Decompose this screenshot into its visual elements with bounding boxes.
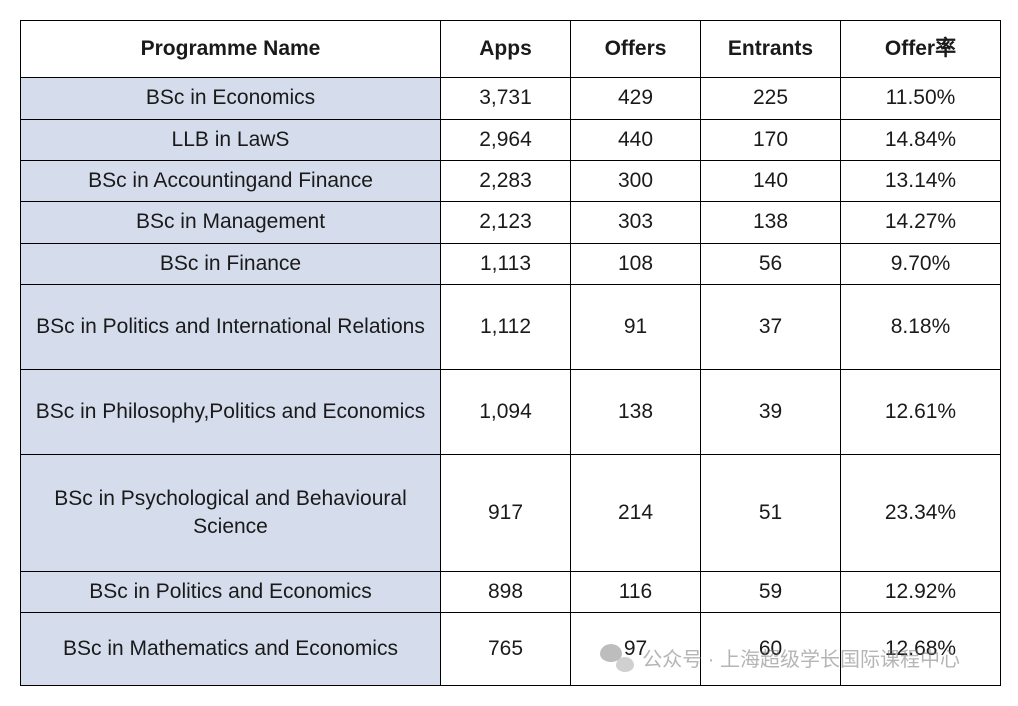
cell-offerrate: 12.92%: [841, 572, 1001, 613]
cell-entrants: 60: [701, 613, 841, 686]
table-row: BSc in Psychological and Behavioural Sci…: [21, 455, 1001, 572]
col-header-entrants: Entrants: [701, 21, 841, 78]
cell-offers: 214: [571, 455, 701, 572]
cell-programme: BSc in Politics and Economics: [21, 572, 441, 613]
table-row: BSc in Mathematics and Economics76597601…: [21, 613, 1001, 686]
table-row: BSc in Accountingand Finance2,2833001401…: [21, 161, 1001, 202]
cell-programme: BSc in Philosophy,Politics and Economics: [21, 370, 441, 455]
admissions-table: Programme Name Apps Offers Entrants Offe…: [20, 20, 1001, 686]
cell-programme: BSc in Management: [21, 202, 441, 243]
cell-entrants: 59: [701, 572, 841, 613]
cell-apps: 1,112: [441, 285, 571, 370]
col-header-programme: Programme Name: [21, 21, 441, 78]
cell-programme: BSc in Psychological and Behavioural Sci…: [21, 455, 441, 572]
cell-entrants: 39: [701, 370, 841, 455]
table-row: BSc in Politics and Economics8981165912.…: [21, 572, 1001, 613]
table-row: BSc in Politics and International Relati…: [21, 285, 1001, 370]
cell-offers: 116: [571, 572, 701, 613]
cell-entrants: 140: [701, 161, 841, 202]
cell-programme: BSc in Accountingand Finance: [21, 161, 441, 202]
cell-programme: BSc in Finance: [21, 243, 441, 284]
cell-offerrate: 9.70%: [841, 243, 1001, 284]
cell-offerrate: 13.14%: [841, 161, 1001, 202]
cell-offers: 300: [571, 161, 701, 202]
table-row: BSc in Management2,12330313814.27%: [21, 202, 1001, 243]
cell-offerrate: 8.18%: [841, 285, 1001, 370]
cell-programme: BSc in Politics and International Relati…: [21, 285, 441, 370]
table-row: BSc in Finance1,113108569.70%: [21, 243, 1001, 284]
cell-apps: 1,113: [441, 243, 571, 284]
admissions-table-container: Programme Name Apps Offers Entrants Offe…: [20, 20, 1000, 686]
cell-apps: 3,731: [441, 78, 571, 119]
cell-offerrate: 12.61%: [841, 370, 1001, 455]
cell-offers: 440: [571, 119, 701, 160]
cell-offers: 138: [571, 370, 701, 455]
cell-offerrate: 14.27%: [841, 202, 1001, 243]
cell-offers: 91: [571, 285, 701, 370]
cell-entrants: 56: [701, 243, 841, 284]
cell-offers: 429: [571, 78, 701, 119]
cell-apps: 765: [441, 613, 571, 686]
cell-offerrate: 23.34%: [841, 455, 1001, 572]
cell-entrants: 170: [701, 119, 841, 160]
cell-entrants: 138: [701, 202, 841, 243]
col-header-offers: Offers: [571, 21, 701, 78]
cell-apps: 2,123: [441, 202, 571, 243]
cell-apps: 898: [441, 572, 571, 613]
cell-entrants: 51: [701, 455, 841, 572]
cell-programme: BSc in Economics: [21, 78, 441, 119]
table-row: LLB in LawS2,96444017014.84%: [21, 119, 1001, 160]
cell-apps: 917: [441, 455, 571, 572]
cell-entrants: 37: [701, 285, 841, 370]
col-header-offerrate: Offer率: [841, 21, 1001, 78]
table-row: BSc in Economics3,73142922511.50%: [21, 78, 1001, 119]
cell-offerrate: 14.84%: [841, 119, 1001, 160]
cell-offerrate: 12.68%: [841, 613, 1001, 686]
cell-entrants: 225: [701, 78, 841, 119]
cell-apps: 2,964: [441, 119, 571, 160]
cell-offers: 108: [571, 243, 701, 284]
cell-apps: 1,094: [441, 370, 571, 455]
table-row: BSc in Philosophy,Politics and Economics…: [21, 370, 1001, 455]
col-header-apps: Apps: [441, 21, 571, 78]
table-header-row: Programme Name Apps Offers Entrants Offe…: [21, 21, 1001, 78]
cell-offers: 97: [571, 613, 701, 686]
cell-programme: LLB in LawS: [21, 119, 441, 160]
cell-programme: BSc in Mathematics and Economics: [21, 613, 441, 686]
cell-offers: 303: [571, 202, 701, 243]
cell-offerrate: 11.50%: [841, 78, 1001, 119]
cell-apps: 2,283: [441, 161, 571, 202]
